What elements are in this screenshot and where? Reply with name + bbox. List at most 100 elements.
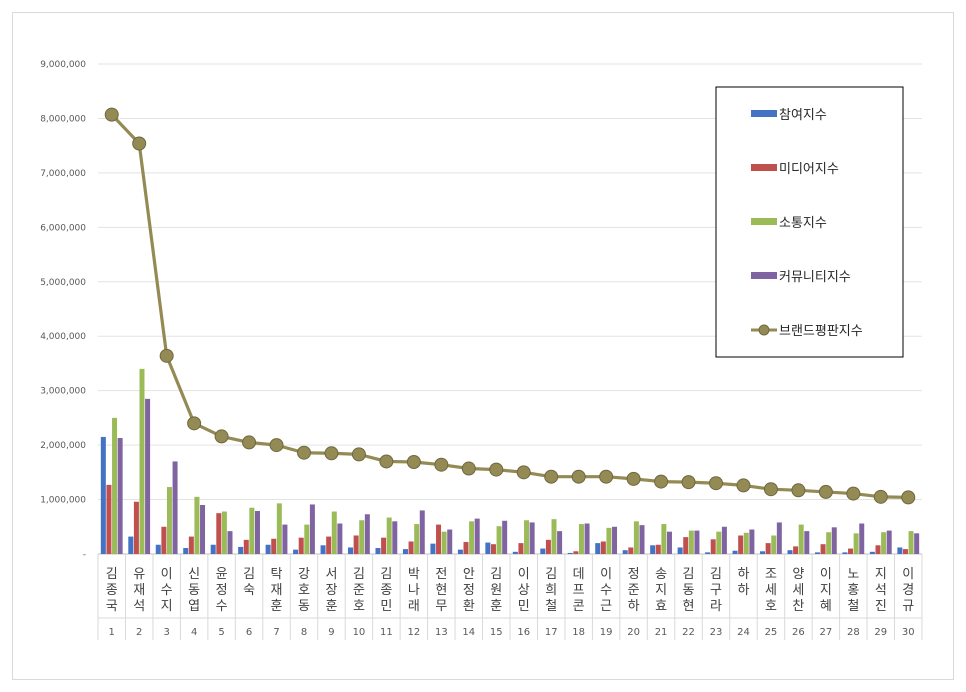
bar-커뮤니티지수-김숙 <box>254 510 260 554</box>
rank-label: 16 <box>517 627 530 638</box>
bar-미디어지수-노홍철 <box>848 548 854 554</box>
bar-소통지수-이수근 <box>606 527 612 554</box>
bar-참여지수-양세찬 <box>787 550 793 554</box>
y-tick-label: 8,000,000 <box>40 114 86 124</box>
bar-커뮤니티지수-하하 <box>749 529 755 554</box>
rank-label: 30 <box>902 627 915 638</box>
bar-소통지수-윤정수 <box>221 511 227 554</box>
bar-미디어지수-양세찬 <box>793 546 799 554</box>
bar-소통지수-하하 <box>743 532 749 554</box>
point-강호동 <box>297 445 311 460</box>
bar-참여지수-김종민 <box>375 548 381 554</box>
bar-참여지수-김희철 <box>540 548 546 554</box>
bar-커뮤니티지수-송지효 <box>666 531 672 554</box>
bar-미디어지수-김희철 <box>545 539 551 554</box>
point-김종민 <box>379 454 394 469</box>
bar-커뮤니티지수-이상민 <box>529 522 535 554</box>
bar-참여지수-전현무 <box>430 543 436 554</box>
point-김동현 <box>681 475 696 490</box>
bar-참여지수-정준하 <box>622 550 628 554</box>
bar-커뮤니티지수-강호동 <box>309 504 315 554</box>
legend-swatch-커뮤니티지수 <box>751 272 777 279</box>
bar-참여지수-노홍철 <box>842 552 848 554</box>
y-tick-label: 6,000,000 <box>40 223 86 233</box>
point-김준호 <box>351 447 366 462</box>
bar-커뮤니티지수-노홍철 <box>859 523 865 554</box>
bar-커뮤니티지수-김종민 <box>392 521 398 554</box>
bar-미디어지수-김준호 <box>353 535 359 554</box>
point-서장훈 <box>324 446 339 461</box>
point-이수지 <box>159 348 174 363</box>
legend-swatch-소통지수 <box>751 218 777 225</box>
point-탁재훈 <box>269 438 284 453</box>
bar-소통지수-지석진 <box>881 532 887 554</box>
point-전현무 <box>434 457 449 472</box>
point-송지효 <box>654 474 669 489</box>
point-안정환 <box>461 461 476 476</box>
rank-label: 29 <box>874 627 887 638</box>
bar-미디어지수-데프콘 <box>573 551 579 554</box>
bar-참여지수-김동현 <box>677 547 683 554</box>
rank-label: 14 <box>462 627 475 638</box>
bar-소통지수-이경규 <box>908 531 914 554</box>
rank-label: 25 <box>765 627 778 638</box>
bar-커뮤니티지수-데프콘 <box>584 523 590 554</box>
bar-커뮤니티지수-지석진 <box>886 530 892 554</box>
bar-참여지수-이지혜 <box>814 552 820 554</box>
legend-label-커뮤니티지수: 커뮤니티지수 <box>779 270 851 285</box>
rank-label: 26 <box>792 627 805 638</box>
bar-소통지수-유재석 <box>139 368 145 554</box>
bar-커뮤니티지수-안정환 <box>474 518 480 554</box>
y-tick-label: - <box>83 550 86 560</box>
rank-label: 6 <box>246 627 252 638</box>
y-tick-label: 9,000,000 <box>40 60 86 70</box>
bar-소통지수-김구라 <box>716 531 722 554</box>
bar-참여지수-신동엽 <box>183 548 189 554</box>
bar-series <box>100 368 920 554</box>
rank-label: 20 <box>627 627 640 638</box>
bar-참여지수-안정환 <box>457 549 463 554</box>
legend-label-브랜드평판지수: 브랜드평판지수 <box>779 324 863 339</box>
bar-소통지수-정준하 <box>633 521 639 554</box>
bar-소통지수-김종민 <box>386 517 392 554</box>
bar-커뮤니티지수-전현무 <box>447 529 453 554</box>
bar-미디어지수-서장훈 <box>326 536 332 554</box>
legend-box <box>715 86 904 358</box>
bar-소통지수-이지혜 <box>826 532 832 554</box>
y-tick-label: 3,000,000 <box>40 387 86 397</box>
bar-소통지수-양세찬 <box>798 524 804 554</box>
rank-label: 4 <box>191 627 197 638</box>
bar-소통지수-김원훈 <box>496 526 502 554</box>
bar-참여지수-김원훈 <box>485 542 491 554</box>
point-유재석 <box>132 136 147 151</box>
bar-미디어지수-이지혜 <box>820 544 826 554</box>
bar-소통지수-조세호 <box>771 535 777 554</box>
bar-소통지수-이상민 <box>524 520 530 554</box>
bar-미디어지수-윤정수 <box>216 513 222 554</box>
point-데프콘 <box>571 469 586 484</box>
point-이상민 <box>516 465 531 480</box>
bar-소통지수-박나래 <box>414 524 420 554</box>
bar-커뮤니티지수-김종국 <box>117 438 123 554</box>
bar-커뮤니티지수-이수지 <box>172 461 178 554</box>
bar-커뮤니티지수-서장훈 <box>337 523 343 554</box>
rank-label: 22 <box>682 627 695 638</box>
bar-참여지수-김구라 <box>705 552 711 554</box>
rank-label: 18 <box>572 627 585 638</box>
rank-label: 13 <box>435 627 448 638</box>
bar-참여지수-김숙 <box>238 546 244 554</box>
bar-커뮤니티지수-이지혜 <box>831 527 837 554</box>
